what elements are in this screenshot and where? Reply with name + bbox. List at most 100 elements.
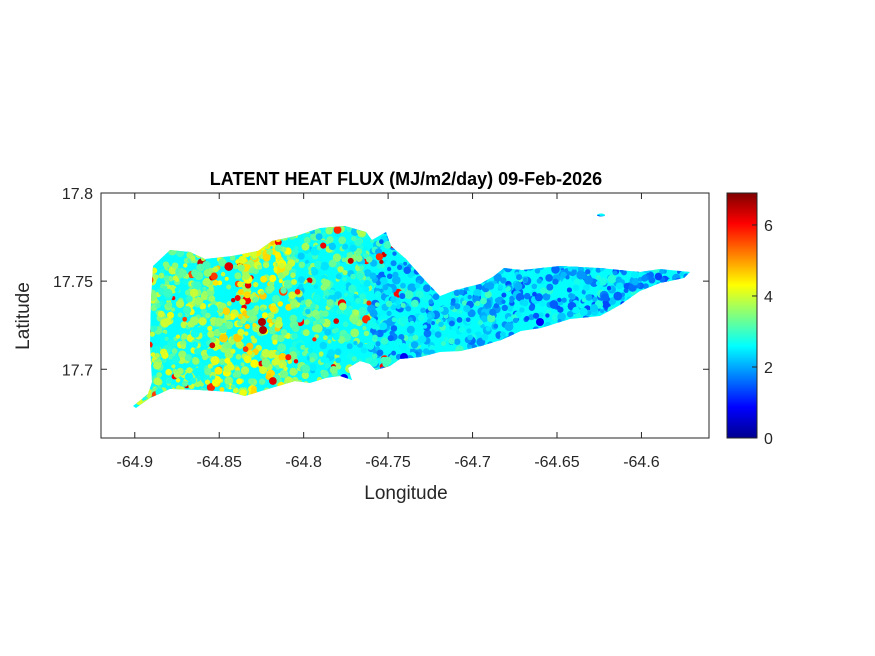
heat-cell [506,286,511,292]
heat-cell [581,290,586,295]
heat-cell [423,329,432,338]
heat-cell [237,281,244,288]
heat-cell [232,387,239,394]
heat-cell [158,272,165,279]
heat-cell [210,356,220,365]
x-tick-label: -64.85 [197,454,242,471]
chart-title: LATENT HEAT FLUX (MJ/m2/day) 09-Feb-2026 [210,169,602,189]
heat-cell [449,320,455,327]
heat-cell [167,339,177,349]
heat-cell [349,244,357,252]
heat-cell [374,302,380,307]
heat-cell [298,283,304,289]
heat-cell [260,307,265,312]
heat-cell [501,292,507,298]
heat-cell [423,284,431,293]
heat-cell [162,358,167,363]
heat-cell [294,289,301,295]
heat-cell [406,325,415,334]
heat-cell [166,301,173,308]
heat-cell [272,357,280,365]
heat-cell [481,333,489,341]
heat-cell [358,307,367,316]
heat-cell [203,277,211,286]
heat-cell [280,287,287,294]
heat-cell [327,339,332,344]
colorbar-tick-label: 4 [764,289,773,306]
heat-cell [252,322,257,328]
heat-cell [180,343,186,349]
heat-cell [290,272,296,278]
heat-cell [427,306,433,311]
heat-cell [301,242,310,251]
heat-cell [679,271,685,277]
heat-cell [229,254,236,261]
heat-cell [239,298,246,306]
heat-cell [366,300,372,306]
heat-cell [298,276,305,284]
x-tick-label: -64.75 [365,454,410,471]
heat-cell [359,293,366,300]
heat-cell [190,256,196,261]
heat-cell [209,304,218,314]
heat-cell [305,308,311,315]
heat-cell [382,284,389,291]
heat-cell [310,266,317,273]
heat-cell [237,313,244,320]
heat-cell [244,323,250,330]
heat-cell [171,364,176,369]
heat-cell [191,269,199,277]
heat-cell [285,354,292,361]
heat-cell [278,353,287,362]
heat-cell [177,312,183,318]
heat-cell [353,309,360,316]
heat-cell [320,284,328,291]
heat-cell [318,351,324,357]
heat-cell [335,357,342,364]
x-tick-label: -64.9 [117,454,154,471]
heat-cell [285,263,292,271]
heat-cell [430,320,436,326]
heat-cell [420,307,426,313]
heat-cell [507,306,513,312]
heat-cell [327,349,335,357]
heat-cell [395,304,401,310]
heat-cell [234,272,242,280]
heat-cell [341,257,346,262]
heat-cell [205,312,211,319]
heat-cell [164,336,169,341]
heat-cell [394,338,403,346]
heat-cell [489,308,497,316]
heat-cell [549,300,559,309]
heat-cell [250,359,259,368]
heat-cell [291,333,298,340]
heat-cell [405,305,412,312]
heat-cell [168,276,174,282]
heat-cell [308,341,314,347]
heat-cell [294,246,299,251]
heat-cell [277,343,287,353]
heat-cell [592,296,598,302]
heat-cell [507,316,513,323]
heat-cell [415,290,424,299]
heat-cell [259,378,266,385]
heat-cell [363,246,368,251]
heat-cell [315,233,323,241]
heat-cell [217,280,223,286]
heat-cell [198,317,207,326]
heat-cell [210,375,216,380]
colorbar-tick-label: 6 [764,218,773,235]
heat-cell [304,259,310,265]
heat-cell [153,345,161,354]
heat-cell [193,367,203,377]
heat-cell [386,310,392,316]
heat-cell [641,275,648,282]
heat-cell [501,299,506,304]
heat-cell [561,297,567,303]
heat-cell [207,363,213,369]
heat-cell [414,282,421,289]
heat-cell [504,322,514,331]
heat-cell [175,378,181,383]
heat-cell [448,338,455,345]
heat-cell [263,262,270,269]
